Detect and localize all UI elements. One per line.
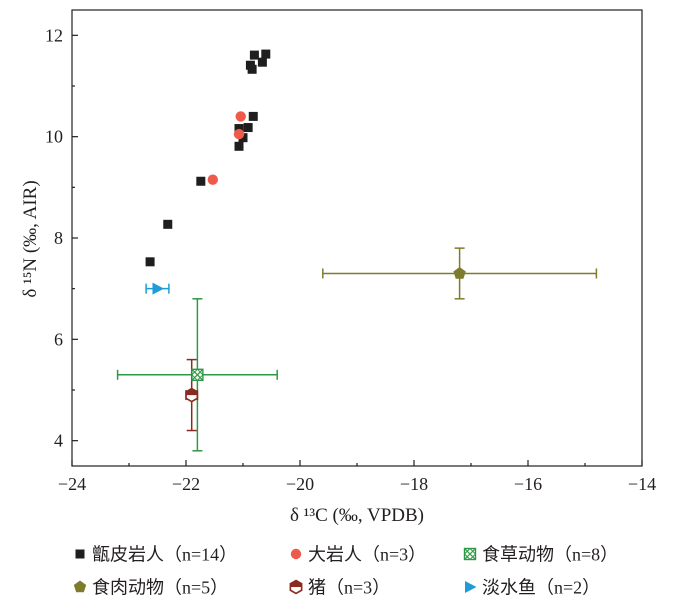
- y-tick-label: 8: [54, 228, 63, 248]
- hatched-marker-diamond: [463, 547, 477, 561]
- y-tick-label: 4: [54, 431, 63, 451]
- y-axis-tick-labels: 4 6 8 10 12: [45, 25, 63, 450]
- data-point-marker: [234, 141, 244, 151]
- legend-label: 食肉动物（n=5）: [92, 578, 228, 598]
- data-point-marker: [191, 368, 204, 382]
- hatched-marker-diamond: [191, 368, 204, 382]
- square-marker-shape: [238, 133, 248, 143]
- triangle-marker-shape: [152, 282, 164, 295]
- legend-item: 猪（n=3）: [289, 578, 390, 598]
- pentagon-marker-shape: [73, 580, 87, 593]
- data-point-marker: [145, 257, 155, 267]
- hexagon-marker-fill: [290, 580, 302, 587]
- hatched-marker-line: [191, 368, 204, 381]
- pentagon-marker-shape: [453, 266, 466, 279]
- data-point-marker: [261, 49, 271, 59]
- plot-area-frame: [71, 9, 643, 467]
- square-marker-shape: [234, 141, 244, 151]
- hatched-marker-line: [464, 548, 476, 560]
- data-point-marker: [243, 123, 253, 133]
- legend-item: 甑皮岩人（n=14）: [75, 545, 237, 565]
- square-marker-shape: [163, 219, 173, 229]
- y-tick-label: 10: [45, 127, 63, 147]
- data-point-marker: [234, 124, 244, 134]
- data-point-marker: [257, 57, 267, 67]
- square-marker-shape: [249, 50, 259, 60]
- legend-item: 淡水鱼（n=2）: [465, 578, 600, 598]
- data-point-marker: [207, 174, 218, 185]
- legend-label: 食草动物（n=8）: [482, 545, 618, 565]
- y-tick-label: 12: [45, 25, 63, 45]
- data-point-marker: [249, 50, 259, 60]
- data-point-marker: [235, 111, 246, 122]
- data-point-marker: [196, 176, 206, 186]
- square-marker-shape: [248, 111, 258, 121]
- legend-label: 甑皮岩人（n=14）: [92, 545, 237, 565]
- axis-ticks: [71, 34, 643, 466]
- square-marker-shape: [247, 64, 257, 74]
- legend-marker: [463, 547, 477, 561]
- x-tick-label: −24: [58, 474, 86, 494]
- y-tick-label: 6: [54, 329, 63, 349]
- x-axis-title: δ ¹³C (‰, VPDB): [290, 505, 424, 526]
- legend-label: 猪（n=3）: [308, 578, 390, 598]
- square-marker-shape: [145, 257, 155, 267]
- circle-marker-shape: [235, 111, 246, 122]
- data-markers: [145, 49, 466, 403]
- legend-marker: [289, 579, 303, 595]
- data-point-marker: [238, 133, 248, 143]
- circle-marker-shape: [233, 128, 245, 140]
- data-point-marker: [163, 219, 173, 229]
- legend-marker: [73, 580, 87, 593]
- legend-label: 大岩人（n=3）: [308, 545, 426, 565]
- square-marker-shape: [261, 49, 271, 59]
- square-marker-shape: [234, 124, 244, 134]
- legend-marker: [465, 581, 477, 593]
- data-point-marker: [453, 266, 466, 279]
- square-marker-shape: [257, 57, 267, 67]
- x-tick-label: −22: [172, 474, 200, 494]
- legend-marker: [75, 549, 85, 559]
- circle-marker-shape: [207, 174, 218, 185]
- data-point-marker: [247, 64, 257, 74]
- legend-item: 食肉动物（n=5）: [73, 578, 228, 598]
- circle-marker-shape: [290, 548, 302, 560]
- x-axis-tick-labels: −24 −22 −20 −18 −16 −14: [58, 474, 656, 494]
- y-axis-title: δ ¹⁵N (‰, AIR): [20, 180, 41, 297]
- square-marker-shape: [243, 123, 253, 133]
- legend: 甑皮岩人（n=14） 大岩人（n=3） 食草动物（n=8） 食肉动物（n=5） 猪（n=…: [73, 545, 618, 598]
- legend-label: 淡水鱼（n=2）: [482, 578, 600, 598]
- legend-item: 大岩人（n=3）: [290, 545, 426, 565]
- data-point-marker: [233, 128, 245, 140]
- triangle-marker-shape: [465, 581, 477, 593]
- data-point-marker: [248, 111, 258, 121]
- data-point-marker: [185, 387, 199, 403]
- legend-item: 食草动物（n=8）: [463, 545, 618, 565]
- data-point-marker: [152, 282, 164, 295]
- x-tick-label: −14: [628, 474, 656, 494]
- legend-marker: [290, 548, 302, 560]
- x-tick-label: −20: [286, 474, 314, 494]
- square-marker-shape: [196, 176, 206, 186]
- hexagon-marker-fill: [186, 388, 198, 396]
- x-tick-label: −18: [400, 474, 428, 494]
- square-marker-shape: [75, 549, 85, 559]
- x-tick-label: −16: [514, 474, 542, 494]
